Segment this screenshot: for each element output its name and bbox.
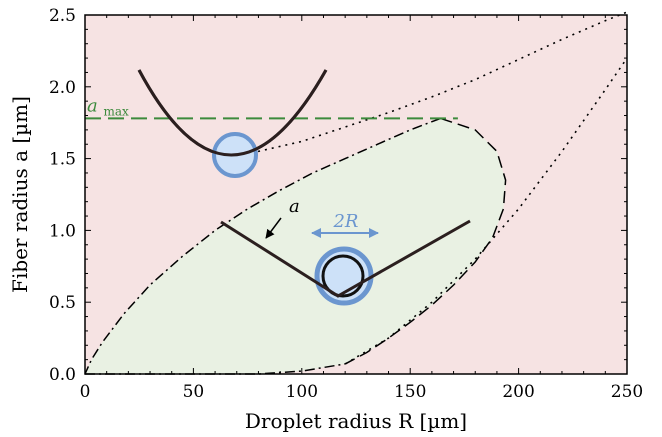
fiber-loop-icon <box>321 254 365 298</box>
x-tick-label: 150 <box>394 382 426 402</box>
y-tick-label: 0.5 <box>49 293 76 313</box>
amax-label-sub: max <box>103 104 129 118</box>
x-tick-label: 100 <box>286 382 318 402</box>
series-dashdot-1 <box>84 117 441 375</box>
top-fiber-curve-overlay <box>137 69 328 157</box>
x-tick-label: 250 <box>611 382 643 402</box>
a-annotation: a <box>289 196 300 217</box>
2r-label: 2R <box>332 211 358 232</box>
amax-label: a max <box>87 95 129 118</box>
amax-label-main: a <box>87 95 98 116</box>
x-tick-label: 0 <box>80 382 91 402</box>
x-tick-label: 200 <box>502 382 534 402</box>
a-arrow <box>265 217 282 239</box>
x-tick-label: 50 <box>183 382 205 402</box>
v-fiber-path <box>220 219 471 298</box>
y-tick-label: 2.0 <box>49 78 76 98</box>
axes-frame <box>84 14 628 375</box>
y-tick-label: 1.5 <box>49 150 76 170</box>
series-dotted-2 <box>223 11 628 160</box>
y-tick-label: 0.0 <box>49 365 76 385</box>
y-tick-label: 1.0 <box>49 221 76 241</box>
amax-line-group: a max <box>85 95 458 120</box>
stable-region-fill <box>85 118 506 375</box>
x-axis-label: Droplet radius R [µm] <box>245 409 467 433</box>
series-dashed-0 <box>344 117 507 365</box>
y-tick-label: 2.5 <box>49 6 76 26</box>
y-axis-label: Fiber radius a [µm] <box>8 96 32 293</box>
axes: 0 50 100 150 200 250 0.0 0.5 1.0 1.5 2.0 2.5 <box>49 6 643 402</box>
